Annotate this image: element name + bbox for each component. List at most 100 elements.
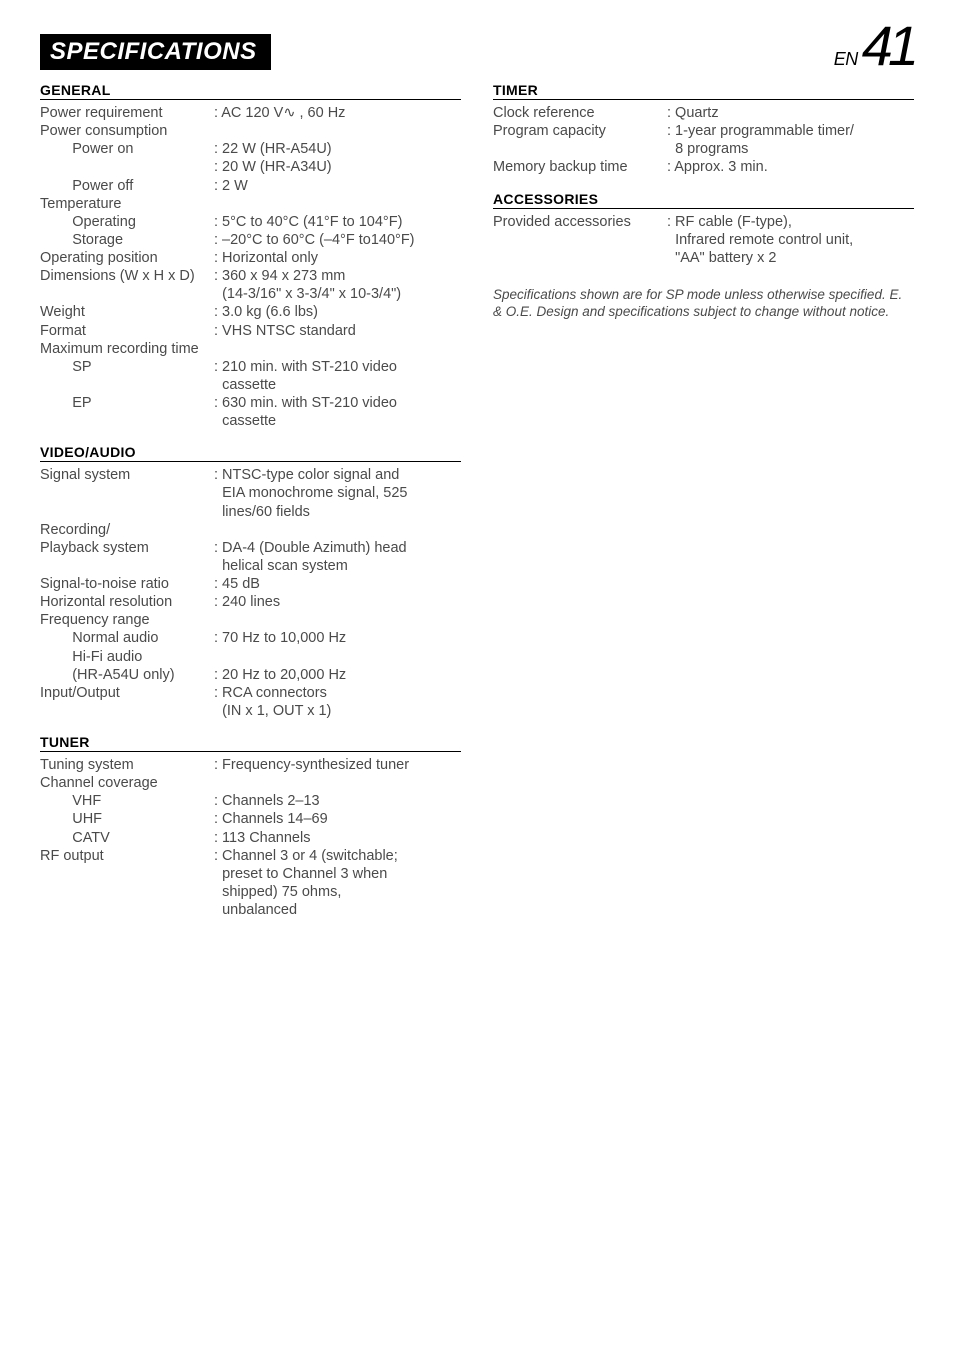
spec-value: : 2 W	[214, 177, 461, 195]
spec-value: : Quartz	[667, 104, 914, 122]
spec-value: : 360 x 94 x 273 mm	[214, 267, 461, 285]
spec-label: UHF	[40, 810, 214, 828]
spec-row: Hi-Fi audio	[40, 648, 461, 666]
spec-label: Recording/	[40, 521, 214, 539]
spec-label: Playback system	[40, 539, 214, 575]
spec-value	[214, 774, 461, 792]
spec-row: Input/Output: RCA connectors (IN x 1, OU…	[40, 684, 461, 720]
spec-label: Power on	[40, 140, 214, 158]
spec-value	[214, 611, 461, 629]
spec-row: Clock reference: Quartz	[493, 104, 914, 122]
spec-label: Program capacity	[493, 122, 667, 158]
spec-label: Signal-to-noise ratio	[40, 575, 214, 593]
spec-row: Memory backup time: Approx. 3 min.	[493, 158, 914, 176]
spec-row: Provided accessories: RF cable (F-type),…	[493, 213, 914, 267]
spec-label: Operating position	[40, 249, 214, 267]
spec-row: Format: VHS NTSC standard	[40, 322, 461, 340]
spec-value: : NTSC-type color signal and EIA monochr…	[214, 466, 461, 520]
spec-label	[40, 285, 214, 303]
spec-row: Frequency range	[40, 611, 461, 629]
spec-value: : 22 W (HR-A54U)	[214, 140, 461, 158]
spec-value: : RF cable (F-type), Infrared remote con…	[667, 213, 914, 267]
spec-label: Signal system	[40, 466, 214, 520]
spec-row: Tuning system: Frequency-synthesized tun…	[40, 756, 461, 774]
spec-table: Provided accessories: RF cable (F-type),…	[493, 213, 914, 267]
spec-label: Dimensions (W x H x D)	[40, 267, 214, 285]
spec-value: : Frequency-synthesized tuner	[214, 756, 461, 774]
spec-label	[40, 158, 214, 176]
spec-label: Provided accessories	[493, 213, 667, 267]
spec-row: Operating position: Horizontal only	[40, 249, 461, 267]
spec-table: Power requirement: AC 120 V∿ , 60 Hz Powe…	[40, 104, 461, 430]
spec-row: Signal-to-noise ratio: 45 dB	[40, 575, 461, 593]
spec-label: VHF	[40, 792, 214, 810]
spec-row: Power on: 22 W (HR-A54U)	[40, 140, 461, 158]
spec-value: : 3.0 kg (6.6 lbs)	[214, 303, 461, 321]
spec-label: Memory backup time	[493, 158, 667, 176]
spec-value: : AC 120 V∿ , 60 Hz	[214, 104, 461, 122]
spec-value	[214, 122, 461, 140]
section-heading: ACCESSORIES	[493, 191, 914, 209]
page-title: SPECIFICATIONS	[40, 34, 271, 70]
spec-value: : Approx. 3 min.	[667, 158, 914, 176]
spec-row: (HR-A54U only): 20 Hz to 20,000 Hz	[40, 666, 461, 684]
spec-row: : 20 W (HR-A34U)	[40, 158, 461, 176]
spec-label: (HR-A54U only)	[40, 666, 214, 684]
spec-value: : 210 min. with ST-210 video cassette	[214, 358, 461, 394]
section-heading: VIDEO/AUDIO	[40, 444, 461, 462]
spec-label: RF output	[40, 847, 214, 920]
spec-row: Playback system: DA-4 (Double Azimuth) h…	[40, 539, 461, 575]
spec-row: Program capacity: 1-year programmable ti…	[493, 122, 914, 158]
spec-row: Maximum recording time	[40, 340, 461, 358]
spec-label: SP	[40, 358, 214, 394]
spec-label: CATV	[40, 829, 214, 847]
title-bar: SPECIFICATIONS EN 41	[40, 24, 914, 70]
spec-value: : DA-4 (Double Azimuth) head helical sca…	[214, 539, 461, 575]
spec-value: : 20 W (HR-A34U)	[214, 158, 461, 176]
page-en-prefix: EN	[834, 49, 858, 70]
spec-row: Power off: 2 W	[40, 177, 461, 195]
spec-row: (14-3/16" x 3-3/4" x 10-3/4")	[40, 285, 461, 303]
spec-label: Format	[40, 322, 214, 340]
spec-label: Weight	[40, 303, 214, 321]
left-column: GENERAL Power requirement: AC 120 V∿ , 60…	[40, 82, 461, 919]
spec-row: Storage: –20°C to 60°C (–4°F to140°F)	[40, 231, 461, 249]
spec-row: Weight: 3.0 kg (6.6 lbs)	[40, 303, 461, 321]
spec-table: Signal system: NTSC-type color signal an…	[40, 466, 461, 720]
spec-label: Storage	[40, 231, 214, 249]
page-number: 41	[862, 24, 914, 69]
spec-label: Clock reference	[493, 104, 667, 122]
spec-row: Operating: 5°C to 40°C (41°F to 104°F)	[40, 213, 461, 231]
section-heading: TIMER	[493, 82, 914, 100]
page-number-block: EN 41	[834, 24, 914, 70]
spec-value: : 45 dB	[214, 575, 461, 593]
spec-value: : 70 Hz to 10,000 Hz	[214, 629, 461, 647]
footnote: Specifications shown are for SP mode unl…	[493, 287, 914, 321]
section-heading: GENERAL	[40, 82, 461, 100]
spec-row: Channel coverage	[40, 774, 461, 792]
spec-row: VHF: Channels 2–13	[40, 792, 461, 810]
spec-row: Horizontal resolution: 240 lines	[40, 593, 461, 611]
spec-row: Power requirement: AC 120 V∿ , 60 Hz	[40, 104, 461, 122]
spec-table: Clock reference: QuartzProgram capacity:…	[493, 104, 914, 177]
spec-value	[214, 195, 461, 213]
spec-label: Power off	[40, 177, 214, 195]
spec-value: : Channels 14–69	[214, 810, 461, 828]
spec-label: Tuning system	[40, 756, 214, 774]
spec-row: Signal system: NTSC-type color signal an…	[40, 466, 461, 520]
spec-value: (14-3/16" x 3-3/4" x 10-3/4")	[214, 285, 461, 303]
spec-value: : VHS NTSC standard	[214, 322, 461, 340]
spec-label: Hi-Fi audio	[40, 648, 214, 666]
spec-value: : RCA connectors (IN x 1, OUT x 1)	[214, 684, 461, 720]
spec-value: : 20 Hz to 20,000 Hz	[214, 666, 461, 684]
spec-label: Frequency range	[40, 611, 214, 629]
spec-row: SP: 210 min. with ST-210 video cassette	[40, 358, 461, 394]
spec-value: : 240 lines	[214, 593, 461, 611]
spec-value	[214, 340, 461, 358]
spec-row: Normal audio: 70 Hz to 10,000 Hz	[40, 629, 461, 647]
spec-value: : 630 min. with ST-210 video cassette	[214, 394, 461, 430]
spec-value: : Channel 3 or 4 (switchable; preset to …	[214, 847, 461, 920]
spec-row: RF output: Channel 3 or 4 (switchable; p…	[40, 847, 461, 920]
spec-label: Normal audio	[40, 629, 214, 647]
spec-value: : 113 Channels	[214, 829, 461, 847]
